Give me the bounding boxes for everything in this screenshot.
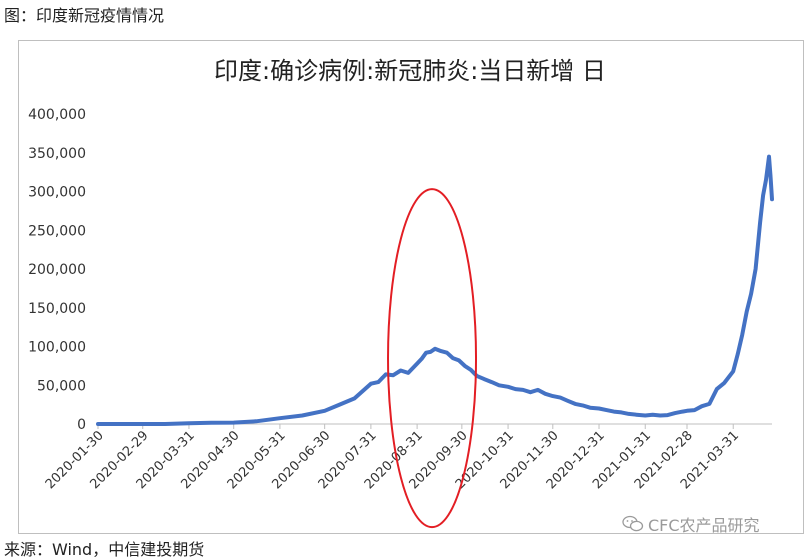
watermark-text: CFC农产品研究 [648, 516, 760, 535]
source-note: 来源：Wind，中信建投期货 [4, 540, 205, 559]
y-tick-label: 0 [77, 417, 86, 433]
annotation-group [387, 188, 478, 529]
y-tick-label: 350,000 [28, 146, 86, 162]
y-tick-label: 400,000 [28, 107, 86, 123]
series-line [96, 154, 774, 426]
y-tick-label: 200,000 [28, 262, 86, 278]
figure-caption: 图：印度新冠疫情情况 [4, 6, 165, 25]
y-tick-label: 250,000 [28, 223, 86, 239]
highlight-ellipse [387, 188, 478, 529]
y-tick-label: 50,000 [37, 378, 86, 394]
y-tick-label: 100,000 [28, 340, 86, 356]
x-axis: 2020-01-302020-02-292020-03-312020-04-30… [43, 423, 772, 492]
series-group [96, 154, 774, 426]
y-tick-label: 300,000 [28, 185, 86, 201]
y-axis: 0 50,000 100,000 150,000 200,000 250,000 300,0… [28, 107, 86, 433]
chart-frame [18, 40, 804, 534]
watermark: CFC农产品研究 [622, 512, 760, 536]
y-tick-label: 150,000 [28, 301, 86, 317]
chart-title: 印度:确诊病例:新冠肺炎:当日新增 日 [214, 57, 606, 85]
wechat-icon [622, 515, 644, 532]
